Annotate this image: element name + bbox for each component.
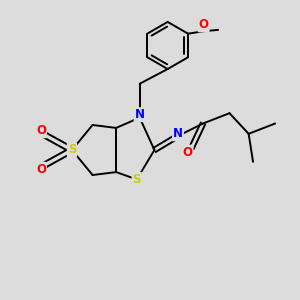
Text: N: N [173, 127, 183, 140]
Text: O: O [183, 146, 193, 159]
Text: O: O [36, 163, 46, 176]
Text: O: O [36, 124, 46, 137]
Text: S: S [133, 173, 141, 186]
Text: N: N [135, 108, 145, 121]
Text: O: O [199, 18, 209, 32]
Text: S: S [68, 143, 76, 157]
